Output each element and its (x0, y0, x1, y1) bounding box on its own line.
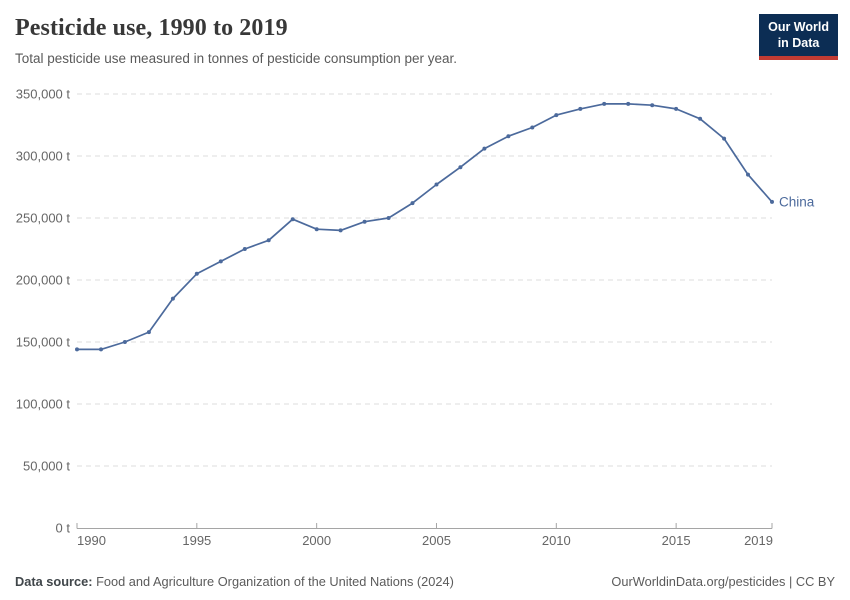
data-point[interactable] (266, 238, 271, 243)
title-block: Pesticide use, 1990 to 2019 Total pestic… (15, 14, 457, 66)
data-point[interactable] (506, 134, 511, 139)
y-axis-tick-label: 100,000 t (16, 397, 71, 412)
owid-logo-line1: Our World (768, 20, 829, 34)
data-source-note: Data source: Food and Agriculture Organi… (15, 574, 454, 589)
data-point[interactable] (626, 101, 631, 106)
data-source-text: Food and Agriculture Organization of the… (92, 574, 454, 589)
y-axis-tick-label: 250,000 t (16, 211, 71, 226)
data-point[interactable] (170, 296, 175, 301)
chart-header: Pesticide use, 1990 to 2019 Total pestic… (15, 14, 838, 66)
data-point[interactable] (338, 228, 343, 233)
page-title: Pesticide use, 1990 to 2019 (15, 15, 288, 41)
data-point[interactable] (770, 199, 774, 204)
x-axis-tick-label: 2015 (662, 533, 691, 548)
x-axis-tick-label: 2005 (422, 533, 451, 548)
data-point[interactable] (146, 330, 151, 335)
data-source-label: Data source: (15, 574, 93, 589)
y-axis-tick-label: 350,000 t (16, 87, 71, 102)
data-point[interactable] (602, 101, 607, 106)
data-point[interactable] (530, 125, 535, 130)
x-axis-tick-label: 1990 (77, 533, 106, 548)
data-point[interactable] (194, 271, 199, 276)
data-point[interactable] (290, 217, 295, 222)
data-point[interactable] (410, 201, 415, 206)
chart-footer: Data source: Food and Agriculture Organi… (15, 574, 835, 589)
y-axis-tick-label: 150,000 t (16, 335, 71, 350)
data-point[interactable] (746, 172, 750, 177)
data-point[interactable] (386, 216, 391, 220)
data-point[interactable] (314, 227, 319, 232)
data-point[interactable] (99, 347, 103, 352)
data-point[interactable] (218, 259, 223, 264)
data-point[interactable] (650, 103, 655, 108)
chart-subtitle: Total pesticide use measured in tonnes o… (15, 50, 458, 66)
x-axis-tick-label: 2019 (744, 533, 773, 548)
y-axis-tick-label: 300,000 t (16, 149, 71, 164)
owid-logo-line2: in Data (777, 36, 820, 51)
x-axis-tick-label: 1995 (182, 533, 211, 548)
data-point[interactable] (554, 113, 559, 118)
y-axis-tick-label: 0 t (56, 521, 71, 536)
data-point[interactable] (578, 106, 583, 111)
data-point[interactable] (722, 136, 727, 141)
data-point[interactable] (362, 219, 367, 224)
x-axis-tick-label: 2000 (302, 533, 331, 548)
data-point[interactable] (434, 182, 439, 187)
owid-citation-link[interactable]: OurWorldinData.org/pesticides | CC BY (611, 574, 835, 589)
y-axis-tick-label: 50,000 t (23, 459, 70, 474)
data-point[interactable] (242, 247, 247, 251)
data-point[interactable] (674, 106, 679, 111)
data-point[interactable] (122, 340, 127, 344)
data-point[interactable] (75, 347, 79, 352)
entity-label-china[interactable]: China (779, 194, 815, 209)
series-line-china[interactable] (76, 103, 773, 351)
y-axis-tick-label: 200,000 t (16, 273, 71, 288)
owid-logo: Our World in Data (759, 14, 838, 60)
x-axis-tick-label: 2010 (542, 533, 571, 548)
data-point[interactable] (482, 146, 487, 151)
data-point[interactable] (698, 116, 703, 121)
data-point[interactable] (458, 165, 463, 170)
